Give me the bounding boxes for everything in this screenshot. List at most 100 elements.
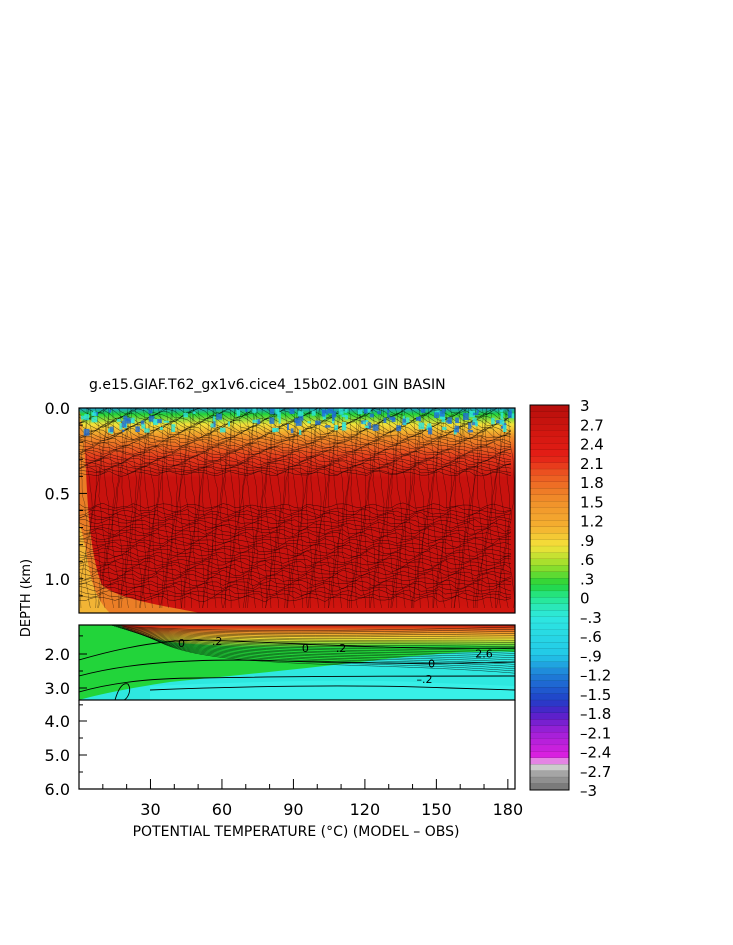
contour-line: [458, 408, 466, 609]
contour-cell: [126, 417, 131, 421]
contour-cell: [219, 427, 226, 433]
colorbar-swatch: [530, 770, 569, 778]
contour-line: [107, 408, 115, 609]
contour-line: [197, 408, 205, 609]
contour-line: [454, 408, 462, 609]
contour-line: [256, 408, 264, 609]
contour-line: [192, 408, 201, 609]
contour-cell: [357, 409, 363, 415]
contour-cell: [345, 415, 348, 420]
lower-panel: 0 .2 0 .2 0 –.2 2.6: [78, 624, 516, 701]
contour-line: [102, 408, 110, 609]
contour-cell: [108, 428, 111, 433]
contour-line: [79, 505, 512, 513]
colorbar-swatch: [530, 417, 569, 425]
contour-cell: [80, 415, 85, 420]
contour-cell: [153, 419, 159, 425]
contour-cell: [342, 422, 346, 427]
contour-line: [79, 659, 515, 677]
contour-line: [485, 408, 493, 609]
colorbar: 32.72.42.11.81.51.2.9.6.30–.3–.6–.9–1.2–…: [529, 397, 611, 800]
contour-line: [79, 470, 512, 477]
contour-cell: [298, 415, 304, 421]
contour-cell: [140, 420, 145, 425]
contour-line: [79, 572, 512, 580]
colorbar-swatch: [530, 405, 569, 412]
contour-line: [79, 582, 512, 590]
x-axis-label: POTENTIAL TEMPERATURE (°C) (MODEL – OBS): [133, 824, 460, 840]
colorbar-swatch: [530, 738, 569, 746]
lower-panel-frame: [78, 624, 516, 701]
colorbar-label: .3: [580, 570, 594, 588]
colorbar-label: 1.2: [580, 513, 604, 531]
contour-line: [147, 408, 155, 609]
contour-cell: [362, 421, 367, 425]
contour-cell: [469, 411, 475, 418]
colorbar-swatch: [530, 751, 569, 759]
contour-cell: [341, 414, 347, 418]
colorbar-swatch: [530, 700, 569, 707]
contour-labels: 0 .2 0 .2 0 –.2 2.6: [178, 635, 493, 686]
contour-line: [79, 502, 512, 509]
colorbar-swatch: [530, 578, 569, 585]
contour-cell: [472, 412, 479, 416]
contour-line: [79, 531, 512, 538]
contour-cell: [472, 422, 478, 426]
contour-label: 0: [428, 658, 435, 671]
contour-line: [165, 408, 174, 609]
contour-cell: [122, 429, 125, 433]
contour-cell: [144, 428, 150, 433]
contour-cell: [236, 409, 241, 417]
contour-cell: [331, 410, 337, 418]
contour-cell: [171, 424, 176, 428]
contour-line: [404, 408, 412, 609]
contour-cell: [403, 422, 407, 425]
contour-cell: [416, 416, 421, 421]
colorbar-swatch: [530, 488, 569, 496]
colorbar-swatch: [530, 668, 569, 675]
contour-line: [498, 408, 507, 609]
contour-cell: [463, 413, 469, 420]
contour-line: [79, 509, 512, 516]
contour-cell: [299, 429, 302, 435]
contour-cell: [183, 412, 188, 418]
contour-cell: [108, 410, 111, 413]
contour-line: [79, 589, 512, 596]
contour-line: [435, 408, 444, 609]
contour-line: [79, 457, 512, 464]
contour-line: [409, 408, 416, 609]
contour-line: [79, 426, 512, 438]
contour-cell: [245, 409, 248, 412]
colorbar-swatch: [530, 539, 569, 547]
contour-line: [79, 537, 512, 545]
y-axis-lower: 2.0 3.0 4.0 5.0 6.0: [45, 635, 87, 799]
contour-line: [390, 408, 399, 609]
contour-cell: [252, 408, 257, 413]
contour-line: [309, 408, 318, 609]
contour-line: [131, 631, 515, 652]
contour-cell: [289, 408, 295, 414]
contour-line: [476, 408, 484, 608]
contour-line: [98, 408, 106, 609]
colorbar-swatch: [530, 764, 569, 772]
contour-cell: [307, 421, 311, 424]
contour-line: [125, 408, 133, 609]
colorbar-label: –2.4: [580, 744, 611, 762]
colorbar-swatch: [530, 745, 569, 752]
contour-cell: [365, 420, 369, 422]
contour-cell: [387, 410, 390, 414]
contour-line: [141, 634, 515, 663]
contour-line: [224, 408, 232, 609]
contour-line: [79, 455, 512, 462]
contour-line: [269, 408, 277, 609]
colorbar-label: –1.2: [580, 667, 611, 685]
colorbar-swatch: [530, 706, 569, 714]
colorbar-swatch: [530, 629, 569, 637]
contour-line: [233, 408, 241, 609]
contour-cell: [331, 419, 335, 424]
colorbar-swatch: [530, 661, 569, 669]
upper-panel: [78, 407, 516, 614]
contour-cell: [406, 417, 410, 423]
colorbar-swatch: [530, 757, 569, 765]
contour-label: 2.6: [475, 647, 493, 660]
